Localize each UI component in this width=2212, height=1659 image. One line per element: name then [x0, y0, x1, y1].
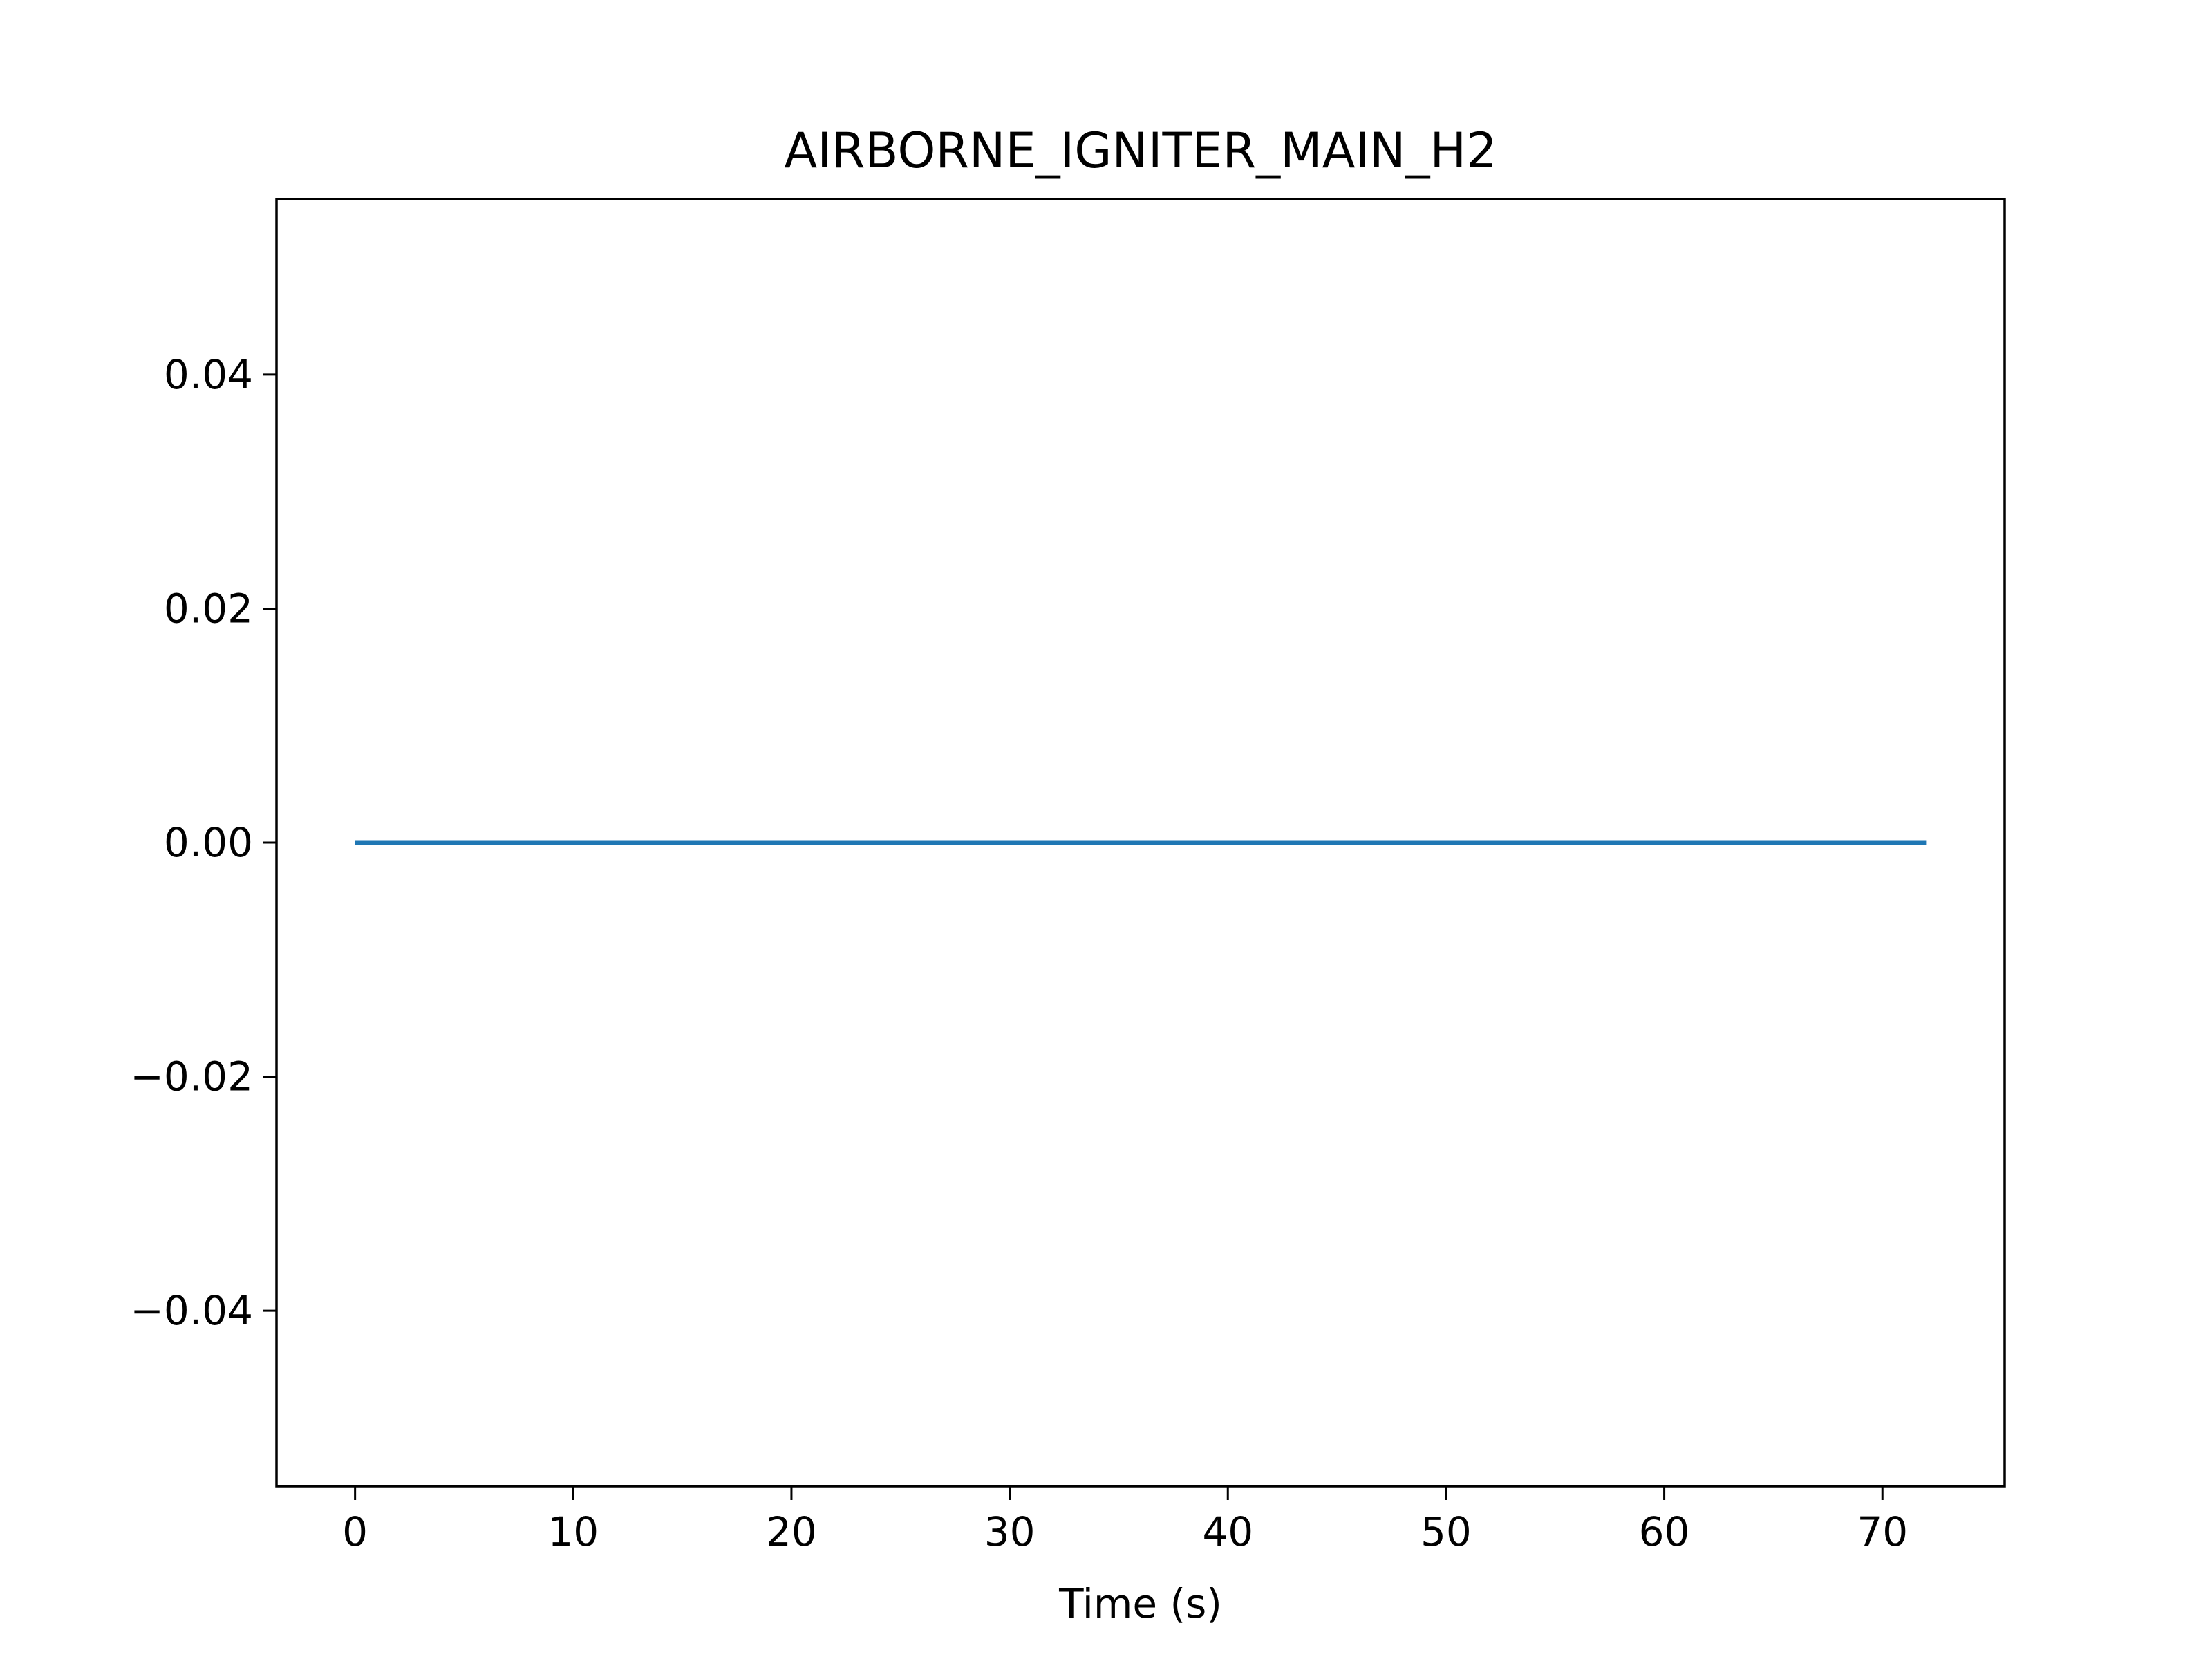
chart-title: AIRBORNE_IGNITER_MAIN_H2	[784, 122, 1497, 179]
x-tick-label: 20	[766, 1508, 817, 1555]
y-tick-label: −0.02	[130, 1053, 253, 1100]
x-tick-label: 10	[547, 1508, 599, 1555]
y-axis: −0.04 −0.02 0.00 0.02 0.04	[130, 351, 276, 1334]
x-axis-label: Time (s)	[1058, 1580, 1222, 1627]
y-tick-label: 0.04	[164, 351, 253, 398]
y-tick-label: −0.04	[130, 1287, 253, 1334]
x-tick-label: 60	[1639, 1508, 1690, 1555]
x-axis: 0 10 20 30 40 50 60 70	[342, 1486, 1908, 1555]
x-tick-label: 50	[1421, 1508, 1472, 1555]
x-tick-label: 40	[1202, 1508, 1253, 1555]
x-tick-label: 30	[984, 1508, 1035, 1555]
x-tick-label: 0	[342, 1508, 368, 1555]
y-tick-label: 0.02	[164, 585, 253, 632]
x-tick-label: 70	[1857, 1508, 1908, 1555]
axes-frame	[275, 198, 2006, 1488]
y-tick-label: 0.00	[164, 819, 253, 866]
